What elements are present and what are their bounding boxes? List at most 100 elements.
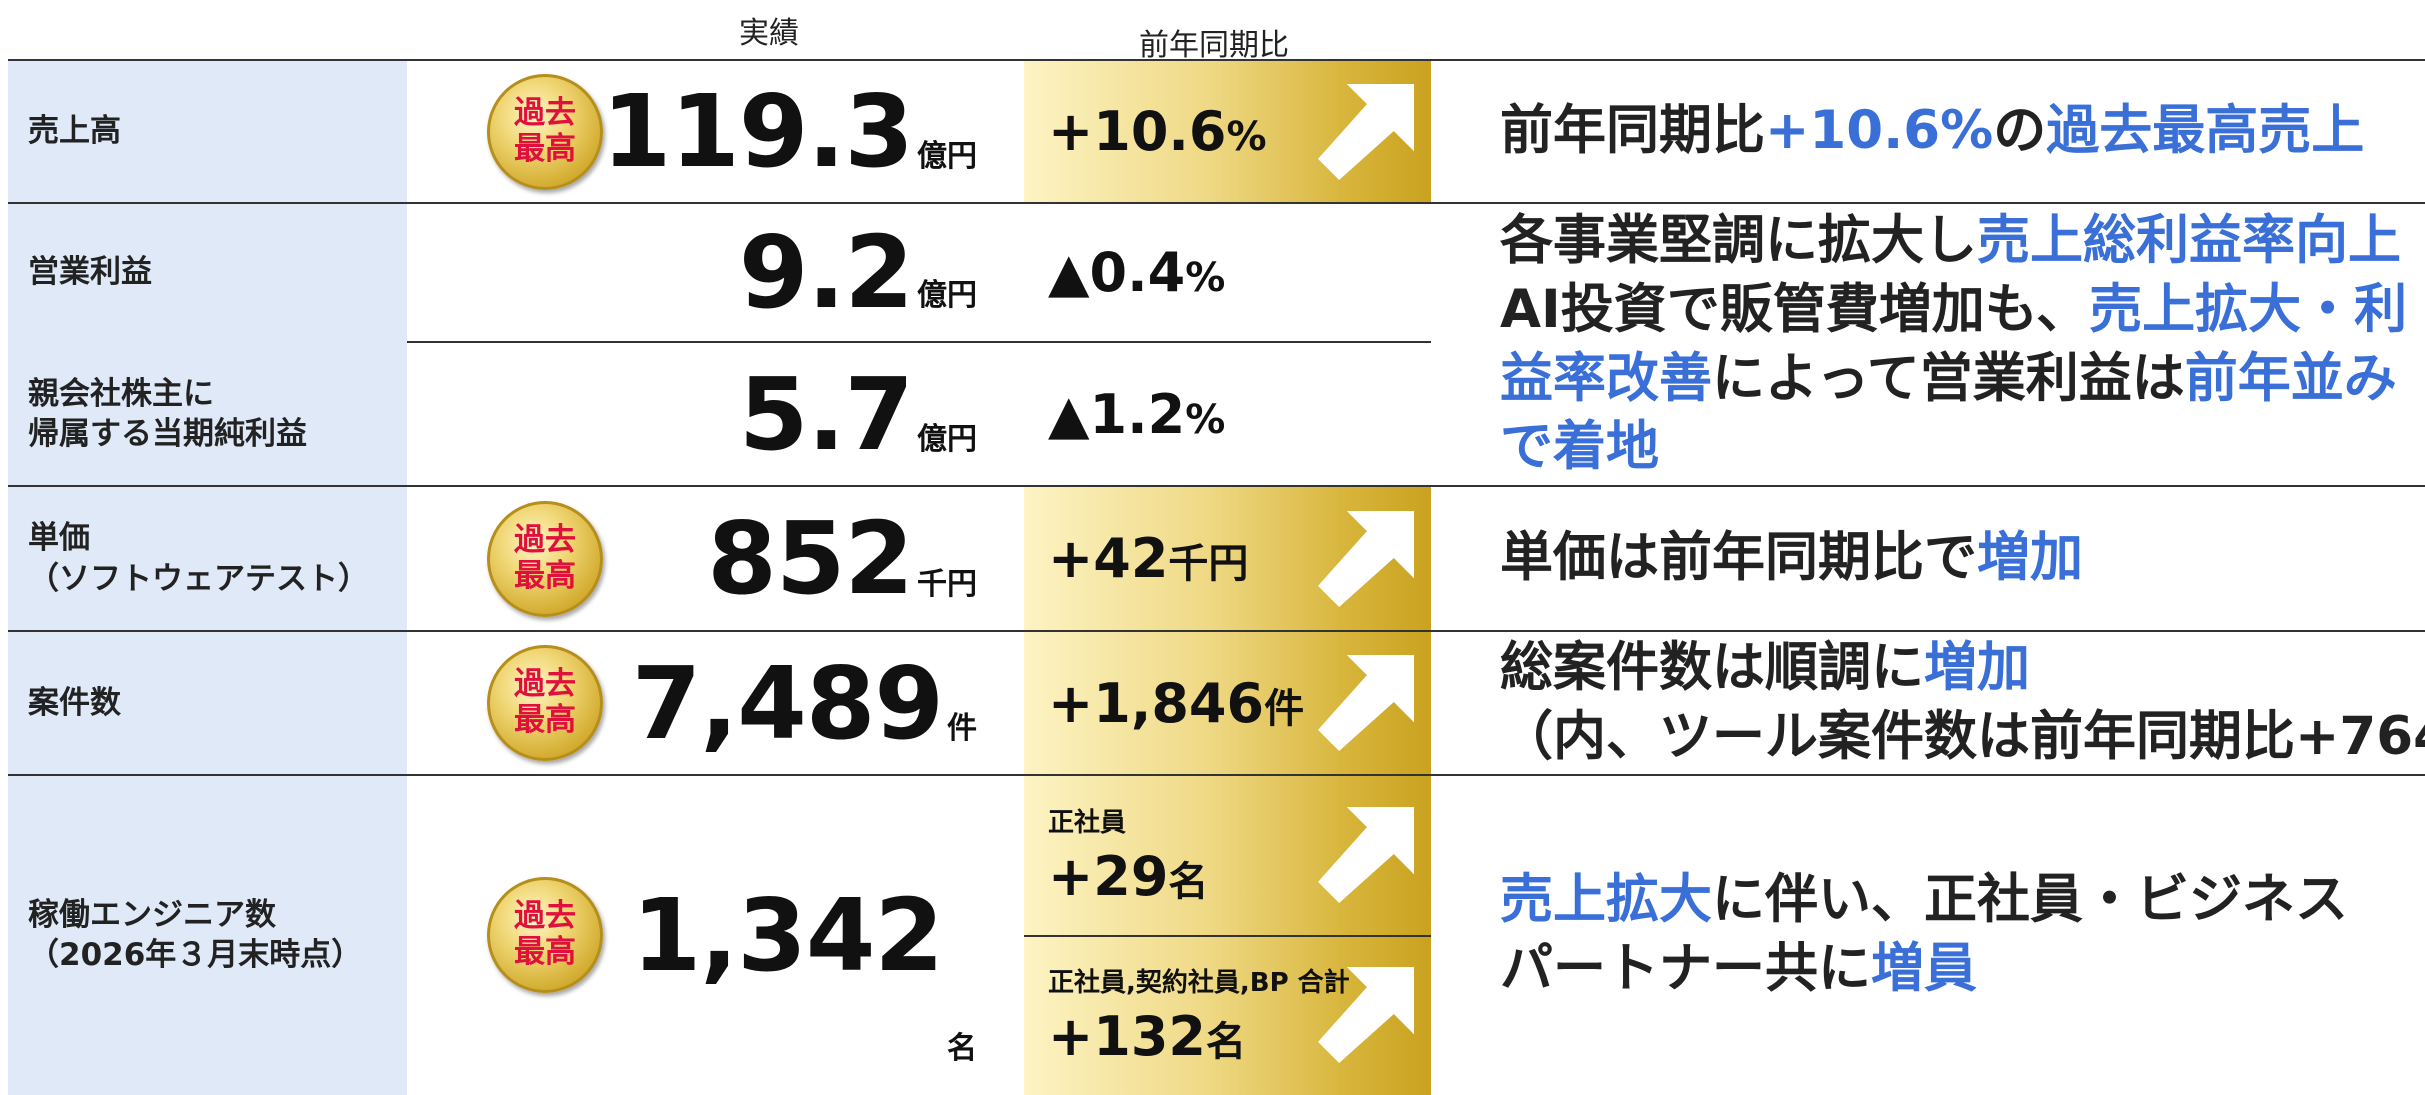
divider — [8, 774, 2425, 776]
badge-text: 過去 — [514, 521, 576, 558]
divider — [1024, 935, 1431, 937]
comment-segment: 前年並み — [2184, 347, 2397, 409]
badge-text: 最高 — [514, 934, 576, 970]
comment-segment: 売上総利益率向上 — [1977, 209, 2401, 271]
comment-segment: に伴い、正社員・ビジネス — [1712, 869, 2348, 931]
divider — [8, 485, 2425, 487]
change-cell: ▲0.4% — [1024, 203, 1431, 342]
arrow-icon — [1318, 510, 1414, 607]
comment-segment: 前年同期比 — [1500, 100, 1765, 162]
comment-line: で着地 — [1500, 413, 2425, 482]
row-label: 売上高 — [8, 60, 407, 203]
change-number: +29 — [1048, 845, 1169, 908]
row-label-text: 売上高 — [28, 111, 121, 151]
value-cell: 7,489 件 — [407, 631, 977, 775]
badge-text: 最高 — [514, 702, 576, 738]
row-label-line: （ソフトウェアテスト） — [28, 560, 369, 597]
badge-text: 過去 — [514, 898, 576, 935]
value-unit: 千円 — [917, 567, 977, 602]
comment-segment: （内、ツール案件数は前年同期比+764件） — [1500, 706, 2425, 767]
row-label: 単価 （ソフトウェアテスト） — [8, 486, 407, 631]
comment: 総案件数は順調に増加（内、ツール案件数は前年同期比+764件） — [1500, 631, 2425, 775]
row-label: 営業利益 — [8, 203, 407, 342]
value-number: 119.3 — [601, 73, 914, 190]
header-result: 実績 — [739, 16, 799, 51]
header-yoy: 前年同期比 — [1139, 28, 1289, 63]
row-label-line: 親会社株主に — [28, 375, 214, 412]
arrow-shape — [1318, 510, 1414, 607]
comment-segment: 総案件数は順調に — [1500, 637, 1924, 699]
arrow-shape — [1318, 83, 1414, 180]
comment-segment: の — [1993, 100, 2047, 162]
value-cell: 9.2 億円 — [407, 203, 977, 342]
row-label-text: 営業利益 — [28, 252, 152, 292]
comment-segment: 売上拡大・利 — [2089, 278, 2408, 340]
record-badge: 過去 最高 — [487, 877, 603, 993]
change-value-line: +132名 — [1048, 1005, 1350, 1068]
row-label-line: 単価 — [28, 520, 90, 557]
arrow-shape — [1318, 655, 1414, 751]
change-text: ▲0.4% — [1048, 241, 1225, 304]
divider — [8, 630, 2425, 632]
arrow-icon — [1318, 83, 1414, 180]
badge-text: 最高 — [514, 130, 576, 167]
change-unit: 千円 — [1168, 541, 1249, 587]
change-number: +10.6 — [1048, 100, 1227, 163]
arrow-shape — [1318, 807, 1414, 903]
badge-text: 過去 — [514, 94, 576, 131]
arrow-shape — [1318, 967, 1414, 1063]
change-number: ▲1.2 — [1048, 382, 1186, 446]
value-number: 5.7 — [738, 355, 914, 473]
value-unit: 件 — [947, 711, 977, 746]
comment-line: （内、ツール案件数は前年同期比+764件） — [1500, 703, 2425, 772]
comment: 単価は前年同期比で増加 — [1500, 486, 2425, 631]
arrow-icon — [1318, 655, 1414, 751]
row-label-line: 案件数 — [28, 684, 121, 721]
badge-text: 最高 — [514, 557, 576, 594]
change-sublabel: 正社員,契約社員,BP 合計 — [1048, 968, 1350, 998]
value-unit: 億円 — [917, 422, 977, 457]
comment-segment: で着地 — [1500, 416, 1659, 478]
row-label-line: 稼働エンジニア数 — [28, 896, 276, 933]
change-text: +1,846件 — [1048, 672, 1304, 735]
value-cell: 5.7 億円 — [407, 342, 977, 486]
comment-segment: 益率改善 — [1500, 347, 1712, 409]
row-label-text: 案件数 — [28, 683, 121, 723]
row-label-line: 営業利益 — [28, 254, 152, 291]
row-label-line: （2026年３月末時点） — [28, 937, 363, 973]
value-number: 7,489 — [631, 644, 944, 762]
comment-segment: パートナー共に — [1500, 938, 1871, 999]
row-label-line: 売上高 — [28, 113, 121, 150]
comment-line: 前年同期比+10.6%の過去最高売上 — [1500, 97, 2425, 166]
comment-segment: 過去最高売上 — [2046, 100, 2365, 162]
comment-line: 各事業堅調に拡大し売上総利益率向上 — [1500, 207, 2425, 276]
change-number: ▲0.4 — [1048, 241, 1186, 304]
row-label-text: 稼働エンジニア数 （2026年３月末時点） — [28, 895, 362, 976]
value-number: 852 — [707, 500, 914, 617]
row-label-text: 単価 （ソフトウェアテスト） — [28, 518, 369, 599]
change-value-line: +29名 — [1048, 845, 1208, 908]
change-number: +1,846 — [1048, 671, 1265, 735]
arrow-icon — [1318, 967, 1414, 1063]
change-text: +10.6% — [1048, 100, 1267, 163]
value-cell: 1,342 名 — [407, 775, 977, 1095]
change-value-line: ▲0.4% — [1048, 241, 1225, 304]
change-unit: 名 — [1168, 859, 1209, 905]
comment-line: パートナー共に増員 — [1500, 935, 2425, 1004]
change-text: ▲1.2% — [1048, 383, 1225, 446]
divider — [8, 59, 2425, 61]
value-cell: 119.3 億円 — [407, 60, 977, 203]
divider — [407, 341, 1431, 343]
comment-segment: 増加 — [1977, 527, 2083, 589]
change-text: 正社員,契約社員,BP 合計 +132名 — [1048, 962, 1350, 1068]
comment: 売上拡大に伴い、正社員・ビジネス パートナー共に増員 — [1500, 775, 2425, 1095]
row-label: 案件数 — [8, 631, 407, 775]
change-value-line: +42千円 — [1048, 527, 1248, 590]
comment-line: AI投資で販管費増加も、売上拡大・利 — [1500, 276, 2425, 345]
change-unit: 件 — [1264, 685, 1305, 732]
value-unit: 億円 — [917, 139, 977, 174]
row-label: 稼働エンジニア数 （2026年３月末時点） — [8, 775, 407, 1095]
comment-line: 単価は前年同期比で増加 — [1500, 524, 2425, 593]
record-badge: 過去 最高 — [487, 73, 603, 190]
change-sublabel: 正社員 — [1048, 808, 1127, 838]
